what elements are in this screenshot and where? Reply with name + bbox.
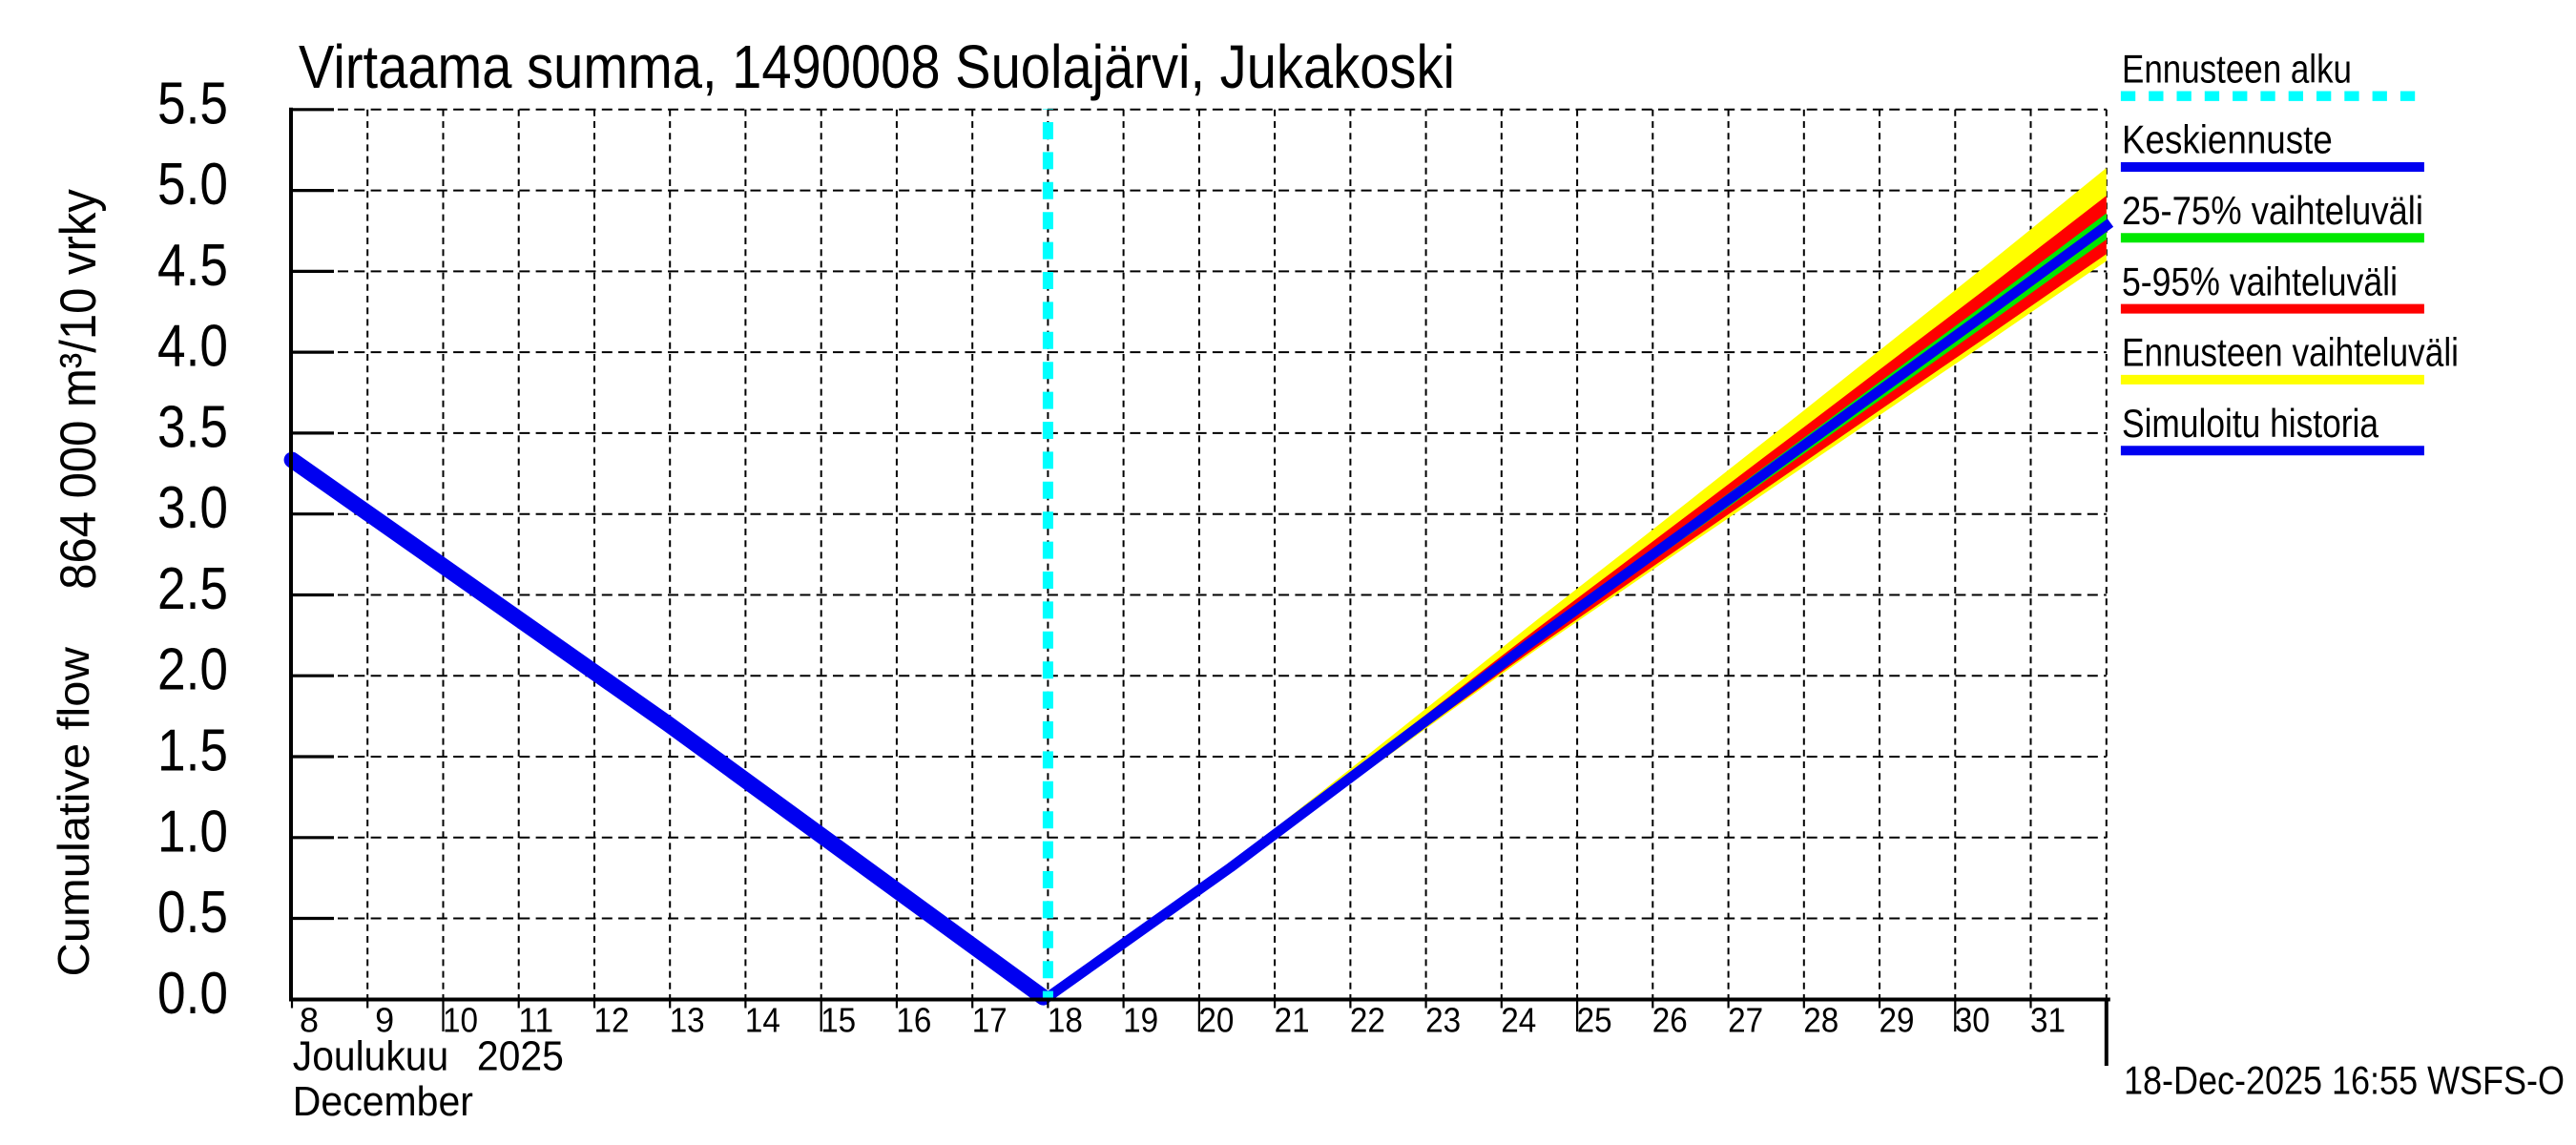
svg-text:26: 26 bbox=[1652, 1001, 1688, 1040]
svg-text:25-75% vaihteluväli: 25-75% vaihteluväli bbox=[2122, 188, 2423, 233]
svg-text:1.0: 1.0 bbox=[157, 799, 228, 864]
svg-text:December: December bbox=[293, 1078, 473, 1125]
svg-text:28: 28 bbox=[1803, 1001, 1839, 1040]
svg-text:Joulukuu: Joulukuu bbox=[293, 1033, 448, 1080]
svg-text:Simuloitu historia: Simuloitu historia bbox=[2122, 401, 2379, 446]
svg-text:15: 15 bbox=[821, 1001, 856, 1040]
svg-text:13: 13 bbox=[670, 1001, 705, 1040]
svg-text:5.5: 5.5 bbox=[157, 71, 228, 136]
svg-text:0.5: 0.5 bbox=[157, 880, 228, 946]
svg-text:9: 9 bbox=[375, 1001, 394, 1040]
svg-text:Ennusteen vaihteluväli: Ennusteen vaihteluväli bbox=[2122, 330, 2459, 375]
svg-text:3.0: 3.0 bbox=[157, 475, 228, 541]
svg-text:21: 21 bbox=[1275, 1001, 1310, 1040]
svg-text:0.0: 0.0 bbox=[157, 961, 228, 1027]
svg-text:Virtaama summa, 1490008 Suolaj: Virtaama summa, 1490008 Suolajärvi, Juka… bbox=[299, 32, 1455, 101]
svg-text:11: 11 bbox=[518, 1001, 553, 1040]
svg-text:29: 29 bbox=[1880, 1001, 1915, 1040]
svg-text:1.5: 1.5 bbox=[157, 718, 228, 784]
svg-text:20: 20 bbox=[1198, 1001, 1234, 1040]
svg-text:10: 10 bbox=[443, 1001, 478, 1040]
svg-text:5-95% vaihteluväli: 5-95% vaihteluväli bbox=[2122, 259, 2398, 303]
svg-text:17: 17 bbox=[972, 1001, 1008, 1040]
svg-text:Cumulative flow: Cumulative flow bbox=[49, 646, 98, 976]
svg-text:8: 8 bbox=[300, 1001, 319, 1040]
svg-text:3.5: 3.5 bbox=[157, 394, 228, 460]
svg-text:14: 14 bbox=[745, 1001, 780, 1040]
svg-text:31: 31 bbox=[2030, 1001, 2066, 1040]
svg-text:864 000 m³/10 vrky: 864 000 m³/10 vrky bbox=[51, 189, 107, 590]
svg-text:12: 12 bbox=[594, 1001, 630, 1040]
svg-text:30: 30 bbox=[1955, 1001, 1990, 1040]
svg-text:Ennusteen alku: Ennusteen alku bbox=[2122, 46, 2352, 91]
svg-text:2025: 2025 bbox=[477, 1033, 564, 1080]
svg-text:24: 24 bbox=[1501, 1001, 1536, 1040]
svg-text:23: 23 bbox=[1425, 1001, 1461, 1040]
svg-text:16: 16 bbox=[896, 1001, 931, 1040]
svg-text:2.0: 2.0 bbox=[157, 637, 228, 703]
svg-text:4.5: 4.5 bbox=[157, 233, 228, 299]
svg-text:4.0: 4.0 bbox=[157, 314, 228, 380]
svg-text:25: 25 bbox=[1577, 1001, 1612, 1040]
svg-text:22: 22 bbox=[1350, 1001, 1385, 1040]
svg-text:5.0: 5.0 bbox=[157, 152, 228, 218]
svg-text:19: 19 bbox=[1123, 1001, 1158, 1040]
svg-text:Keskiennuste: Keskiennuste bbox=[2122, 117, 2333, 162]
svg-text:18-Dec-2025 16:55 WSFS-O: 18-Dec-2025 16:55 WSFS-O bbox=[2124, 1057, 2565, 1102]
svg-text:27: 27 bbox=[1728, 1001, 1763, 1040]
svg-text:18: 18 bbox=[1048, 1001, 1083, 1040]
svg-text:2.5: 2.5 bbox=[157, 556, 228, 622]
